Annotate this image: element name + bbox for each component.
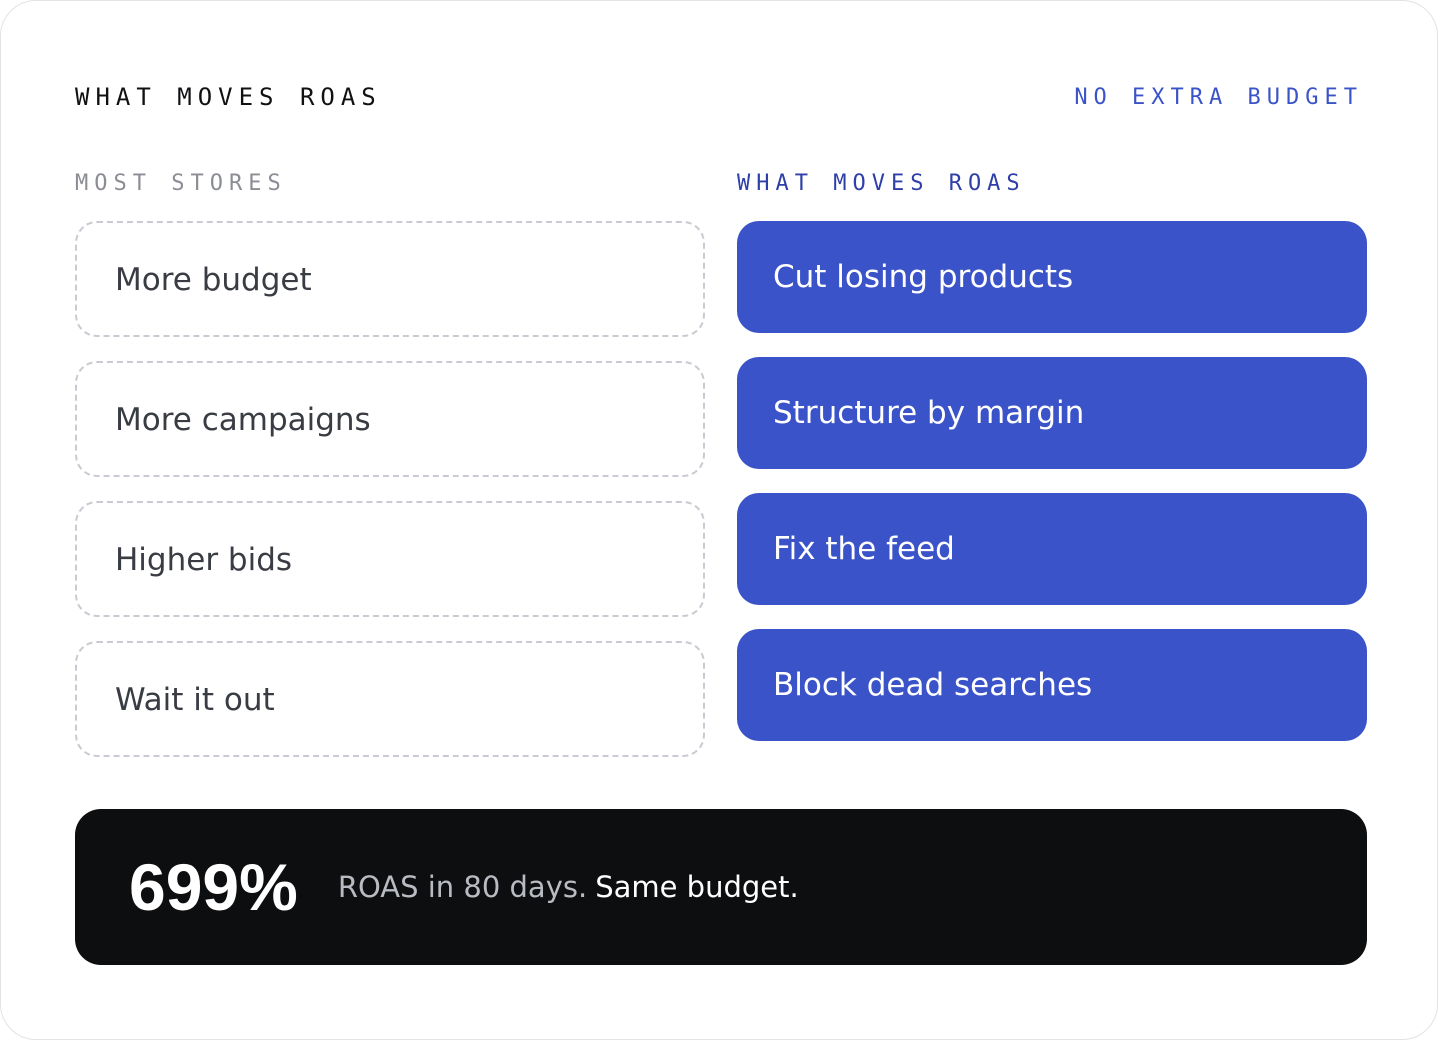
left-column-label: MOST STORES	[75, 171, 287, 196]
right-column-label: WHAT MOVES ROAS	[737, 171, 1026, 196]
result-value: 699%	[129, 850, 298, 924]
list-item-fix-the-feed: Fix the feed	[737, 493, 1367, 605]
card-title: WHAT MOVES ROAS	[75, 83, 382, 111]
result-emphasis: Same budget.	[595, 870, 799, 904]
most-stores-list: More budget More campaigns Higher bids W…	[75, 221, 705, 781]
list-item-higher-bids: Higher bids	[75, 501, 705, 617]
list-item-more-budget: More budget	[75, 221, 705, 337]
list-item-wait-it-out: Wait it out	[75, 641, 705, 757]
result-description: ROAS in 80 days.	[337, 870, 588, 904]
card-tag: NO EXTRA BUDGET	[1074, 85, 1363, 110]
list-item-more-campaigns: More campaigns	[75, 361, 705, 477]
list-item-block-dead-searches: Block dead searches	[737, 629, 1367, 741]
list-item-cut-losing-products: Cut losing products	[737, 221, 1367, 333]
list-item-structure-by-margin: Structure by margin	[737, 357, 1367, 469]
what-moves-roas-list: Cut losing products Structure by margin …	[737, 221, 1367, 765]
result-panel: 699% ROAS in 80 days. Same budget.	[75, 809, 1367, 965]
